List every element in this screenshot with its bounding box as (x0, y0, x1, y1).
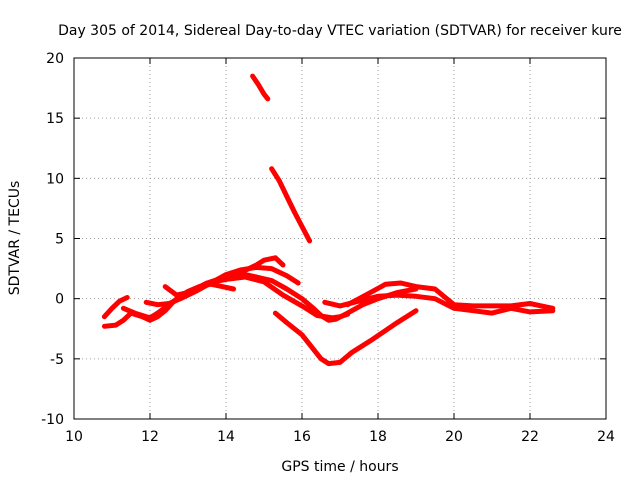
x-tick-label: 18 (369, 429, 387, 445)
series-track-11 (269, 166, 313, 244)
x-axis-label: GPS time / hours (281, 459, 398, 475)
x-tick-label: 16 (293, 429, 311, 445)
series-track-10 (250, 73, 271, 102)
y-tick-label: 15 (46, 111, 64, 127)
x-axis-ticks: 10 12 14 16 18 20 22 24 (65, 58, 615, 445)
y-tick-label: -5 (50, 352, 64, 368)
series-track-8 (345, 280, 556, 311)
y-tick-label: 5 (55, 232, 64, 248)
x-tick-label: 22 (521, 429, 539, 445)
y-tick-label: -10 (41, 412, 64, 428)
series-track-6 (170, 281, 237, 305)
x-tick-label: 12 (141, 429, 159, 445)
y-axis-ticks: -10 -5 0 5 10 15 20 (41, 51, 606, 428)
x-tick-label: 14 (217, 429, 235, 445)
chart-title: Day 305 of 2014, Sidereal Day-to-day VTE… (58, 23, 622, 39)
series-track-1 (101, 295, 130, 320)
data-series (101, 73, 556, 367)
series-track-9 (322, 292, 556, 316)
series-track-7 (272, 308, 419, 367)
y-tick-label: 10 (46, 171, 64, 187)
y-axis-label: SDTVAR / TECUs (7, 181, 23, 296)
grid-lines (74, 58, 606, 419)
x-tick-label: 10 (65, 429, 83, 445)
x-tick-label: 24 (597, 429, 615, 445)
y-tick-label: 20 (46, 51, 64, 67)
y-tick-label: 0 (55, 292, 64, 308)
x-tick-label: 20 (445, 429, 463, 445)
